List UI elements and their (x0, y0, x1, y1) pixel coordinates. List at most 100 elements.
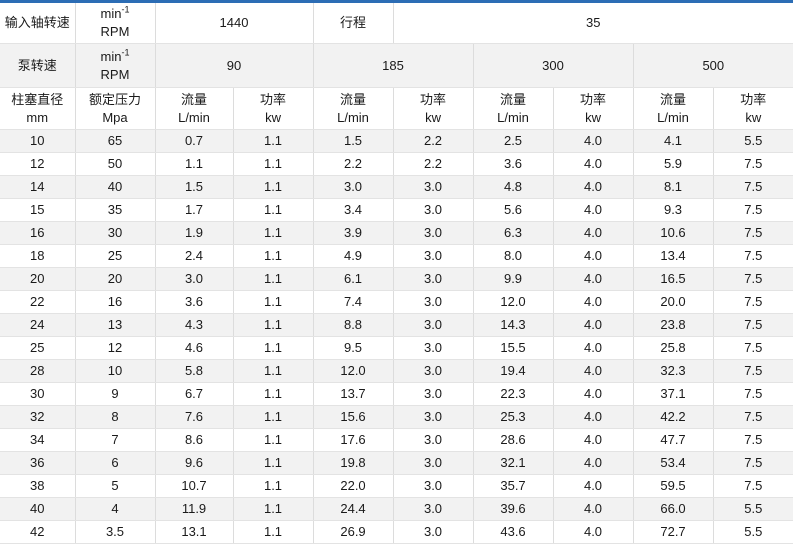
table-cell: 7.5 (713, 474, 793, 498)
table-cell: 1.1 (233, 221, 314, 245)
unit-min-text: min (100, 48, 122, 64)
rated-pressure-label: 额定压力 (88, 91, 141, 107)
table-cell: 3.0 (393, 221, 474, 245)
table-cell: 40 (75, 175, 156, 199)
table-cell: 3.0 (393, 474, 474, 498)
table-cell: 3.0 (393, 290, 474, 314)
header-input-shaft-speed-label: 输入轴转速 (0, 1, 76, 44)
table-cell: 39.6 (473, 497, 554, 521)
table-cell: 10 (0, 129, 76, 153)
table-cell: 9 (75, 382, 156, 406)
table-cell: 0.7 (155, 129, 234, 153)
table-cell: 1.1 (233, 451, 314, 475)
flow-label: 流量 (180, 91, 207, 107)
table-cell: 4.0 (553, 428, 634, 452)
table-row: 14 40 1.5 1.1 3.0 3.0 4.8 4.0 8.1 7.5 (0, 175, 793, 199)
table-row: 22 16 3.6 1.1 7.4 3.0 12.0 4.0 20.0 7.5 (0, 290, 793, 314)
table-cell: 1.1 (233, 336, 314, 360)
power-label: 功率 (420, 91, 447, 107)
table-header: 输入轴转速 min-1 RPM 1440 行程 35 泵转速 min-1 RPM… (0, 1, 793, 130)
table-cell: 7.5 (713, 221, 793, 245)
table-cell: 3.6 (473, 152, 554, 176)
table-cell: 6 (75, 451, 156, 475)
table-cell: 13 (75, 313, 156, 337)
table-cell: 5.5 (713, 497, 793, 521)
column-header-flow-300: 流量 L/min (473, 87, 554, 130)
table-row: 25 12 4.6 1.1 9.5 3.0 15.5 4.0 25.8 7.5 (0, 336, 793, 360)
table-cell: 4.0 (553, 244, 634, 268)
column-header-rated-pressure: 额定压力 Mpa (75, 87, 156, 130)
table-cell: 1.1 (233, 267, 314, 291)
table-cell: 5.5 (713, 129, 793, 153)
table-cell: 1.1 (233, 382, 314, 406)
table-cell: 9.6 (155, 451, 234, 475)
unit-min-inverse: min-1 (76, 5, 155, 23)
table-cell: 1.5 (155, 175, 234, 199)
table-cell: 14.3 (473, 313, 554, 337)
table-cell: 28 (0, 359, 76, 383)
header-pump-speed-unit: min-1 RPM (75, 43, 156, 88)
table-cell: 5.9 (633, 152, 714, 176)
table-row: 38 5 10.7 1.1 22.0 3.0 35.7 4.0 59.5 7.5 (0, 474, 793, 498)
table-cell: 47.7 (633, 428, 714, 452)
table-cell: 10.6 (633, 221, 714, 245)
table-cell: 3.0 (313, 175, 394, 199)
table-cell: 3.0 (393, 382, 474, 406)
table-cell: 3.0 (393, 405, 474, 429)
table-cell: 4.0 (553, 129, 634, 153)
unit-rpm-text: RPM (100, 66, 130, 82)
column-header-flow-185: 流量 L/min (313, 87, 394, 130)
table-cell: 1.1 (155, 152, 234, 176)
table-row: 34 7 8.6 1.1 17.6 3.0 28.6 4.0 47.7 7.5 (0, 428, 793, 452)
table-cell: 65 (75, 129, 156, 153)
table-body: 10 65 0.7 1.1 1.5 2.2 2.5 4.0 4.1 5.5 12 50 1.1 1.1 2.… (0, 129, 793, 544)
table-cell: 1.9 (155, 221, 234, 245)
table-cell: 4.0 (553, 497, 634, 521)
table-cell: 5.5 (713, 520, 793, 544)
table-cell: 3.6 (155, 290, 234, 314)
table-cell: 7.5 (713, 428, 793, 452)
table-cell: 19.4 (473, 359, 554, 383)
table-cell: 12.0 (473, 290, 554, 314)
table-cell: 1.1 (233, 290, 314, 314)
power-label: 功率 (260, 91, 287, 107)
table-row: 28 10 5.8 1.1 12.0 3.0 19.4 4.0 32.3 7.5 (0, 359, 793, 383)
table-cell: 14 (0, 175, 76, 199)
table-cell: 16.5 (633, 267, 714, 291)
table-row: 18 25 2.4 1.1 4.9 3.0 8.0 4.0 13.4 7.5 (0, 244, 793, 268)
table-cell: 16 (75, 290, 156, 314)
table-cell: 1.5 (313, 129, 394, 153)
table-cell: 7.5 (713, 244, 793, 268)
table-cell: 4.0 (553, 221, 634, 245)
table-cell: 26.9 (313, 520, 394, 544)
table-row: 16 30 1.9 1.1 3.9 3.0 6.3 4.0 10.6 7.5 (0, 221, 793, 245)
table-cell: 3.0 (393, 428, 474, 452)
table-cell: 7.5 (713, 175, 793, 199)
table-cell: 32.3 (633, 359, 714, 383)
table-cell: 4.0 (553, 313, 634, 337)
table-cell: 1.1 (233, 175, 314, 199)
column-header-plunger-diameter: 柱塞直径 mm (0, 87, 76, 130)
plunger-diameter-label: 柱塞直径 (11, 91, 64, 107)
table-row: 36 6 9.6 1.1 19.8 3.0 32.1 4.0 53.4 7.5 (0, 451, 793, 475)
table-cell: 4.0 (553, 359, 634, 383)
table-cell: 18 (0, 244, 76, 268)
table-cell: 38 (0, 474, 76, 498)
table-cell: 4.6 (155, 336, 234, 360)
table-cell: 4.0 (553, 336, 634, 360)
table-cell: 7.6 (155, 405, 234, 429)
table-row: 10 65 0.7 1.1 1.5 2.2 2.5 4.0 4.1 5.5 (0, 129, 793, 153)
header-row-columns: 柱塞直径 mm 额定压力 Mpa 流量 L/min 功率 kw (0, 87, 793, 130)
table-cell: 3.0 (155, 267, 234, 291)
table-cell: 5.6 (473, 198, 554, 222)
flow-unit: L/min (657, 109, 689, 125)
header-row-input-shaft-speed: 输入轴转速 min-1 RPM 1440 行程 35 (0, 1, 793, 44)
unit-min-text: min (100, 6, 122, 22)
table-cell: 50 (75, 152, 156, 176)
table-row: 20 20 3.0 1.1 6.1 3.0 9.9 4.0 16.5 7.5 (0, 267, 793, 291)
flow-label: 流量 (340, 91, 367, 107)
power-unit: kw (265, 109, 281, 125)
flow-label: 流量 (660, 91, 687, 107)
table-cell: 7 (75, 428, 156, 452)
